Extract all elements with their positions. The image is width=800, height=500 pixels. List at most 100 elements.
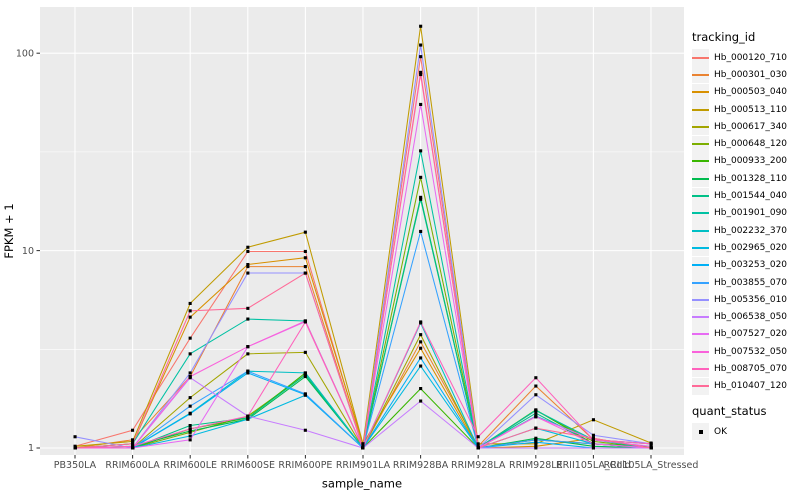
legend-line-swatch <box>692 143 709 146</box>
legend: tracking_id Hb_000120_710 Hb_000301_030 Hb… <box>692 30 798 441</box>
data-point <box>246 417 250 421</box>
legend-line-swatch <box>692 229 709 232</box>
legend-key <box>692 343 709 361</box>
data-point <box>188 352 192 356</box>
legend-line-swatch <box>692 298 709 301</box>
data-point <box>534 384 538 388</box>
y-tick-label: 100 <box>16 48 34 59</box>
data-point <box>419 229 423 233</box>
legend-item: Hb_008705_070 <box>692 360 798 378</box>
data-point <box>591 439 595 443</box>
legend-key <box>692 118 709 136</box>
legend-line-swatch <box>692 73 709 76</box>
data-point <box>361 444 365 448</box>
data-point <box>131 438 135 442</box>
data-point <box>303 392 307 396</box>
data-point <box>188 412 192 416</box>
legend-item: Hb_000120_710 <box>692 49 798 67</box>
legend-key <box>692 325 709 343</box>
legend-item: Hb_000617_340 <box>692 118 798 136</box>
data-point <box>534 415 538 419</box>
data-point <box>591 433 595 437</box>
legend-item-label: Hb_000120_710 <box>714 52 788 63</box>
data-point <box>73 444 77 448</box>
data-point <box>246 265 250 269</box>
legend-item-label: Hb_000301_030 <box>714 69 788 80</box>
legend-item: Hb_003855_070 <box>692 274 798 291</box>
x-tick-label: PB350LA <box>54 460 97 471</box>
x-tick-label: RRIM600LE <box>163 460 217 471</box>
legend-item-label: Hb_001901_090 <box>714 208 788 219</box>
x-tick-label: RRIM928LA <box>451 460 506 471</box>
data-point <box>419 175 423 179</box>
legend-line-swatch <box>692 177 709 180</box>
legend-item-label: Hb_003253_020 <box>714 260 788 271</box>
data-point <box>303 428 307 432</box>
data-point <box>419 356 423 360</box>
x-tick-label: RRII105LA_Stressed <box>604 460 699 471</box>
data-point <box>188 315 192 319</box>
legend-key <box>692 274 709 291</box>
data-point <box>303 320 307 324</box>
data-point <box>419 149 423 153</box>
data-point <box>303 230 307 234</box>
legend-item: Hb_000301_030 <box>692 66 798 84</box>
data-point <box>246 317 250 321</box>
data-point <box>591 446 595 450</box>
x-tick-label: RRIM600LA <box>105 460 160 471</box>
legend-line-swatch <box>692 195 709 198</box>
data-point <box>131 439 135 443</box>
data-point <box>534 408 538 412</box>
data-point <box>188 371 192 375</box>
legend-line-swatch <box>692 350 709 353</box>
legend-item-label: Hb_000648_120 <box>714 139 788 150</box>
legend-item: Hb_001544_040 <box>692 187 798 205</box>
data-point <box>188 336 192 340</box>
legend-item: Hb_010407_120 <box>692 377 798 395</box>
legend-item-label: Hb_008705_070 <box>714 363 788 374</box>
data-point <box>246 249 250 253</box>
legend-item-label: Hb_000617_340 <box>714 121 788 132</box>
legend-key <box>692 83 709 101</box>
data-point <box>591 442 595 446</box>
legend-key <box>692 187 709 205</box>
data-point <box>303 371 307 375</box>
legend-key <box>692 308 709 326</box>
legend-item: Hb_005356_010 <box>692 291 798 309</box>
legend-key <box>692 360 709 378</box>
legend-item-label: Hb_000933_200 <box>714 156 788 167</box>
data-point <box>73 446 77 450</box>
data-point <box>188 404 192 408</box>
legend-item: Hb_000933_200 <box>692 152 798 170</box>
data-point <box>534 440 538 444</box>
x-tick-label: RRII105LA_Cold <box>556 460 631 471</box>
data-point <box>246 345 250 349</box>
data-point <box>361 446 365 450</box>
legend-item: Hb_000513_110 <box>692 101 798 119</box>
legend-items: Hb_000120_710 Hb_000301_030 Hb_000503_040 H… <box>692 49 798 395</box>
data-point <box>534 426 538 430</box>
data-point <box>131 444 135 448</box>
ok-point-icon <box>698 429 703 434</box>
data-point <box>188 301 192 305</box>
data-point <box>246 271 250 275</box>
legend-key <box>692 256 709 274</box>
y-tick-label: 10 <box>22 246 34 257</box>
legend-key <box>692 239 709 257</box>
legend-line-swatch <box>692 91 709 94</box>
data-point <box>246 263 250 267</box>
data-point <box>188 309 192 313</box>
data-point <box>188 396 192 400</box>
data-point <box>246 369 250 373</box>
data-point <box>303 373 307 377</box>
data-point <box>188 429 192 433</box>
data-point <box>534 376 538 380</box>
legend-item: Hb_000503_040 <box>692 83 798 101</box>
x-tick-label: RRIM600PE <box>278 460 332 471</box>
legend-key <box>692 170 709 188</box>
legend-line-swatch <box>692 56 709 59</box>
legend-key <box>692 66 709 84</box>
legend-line-swatch <box>692 264 709 267</box>
legend-item-label: Hb_002232_370 <box>714 225 788 236</box>
